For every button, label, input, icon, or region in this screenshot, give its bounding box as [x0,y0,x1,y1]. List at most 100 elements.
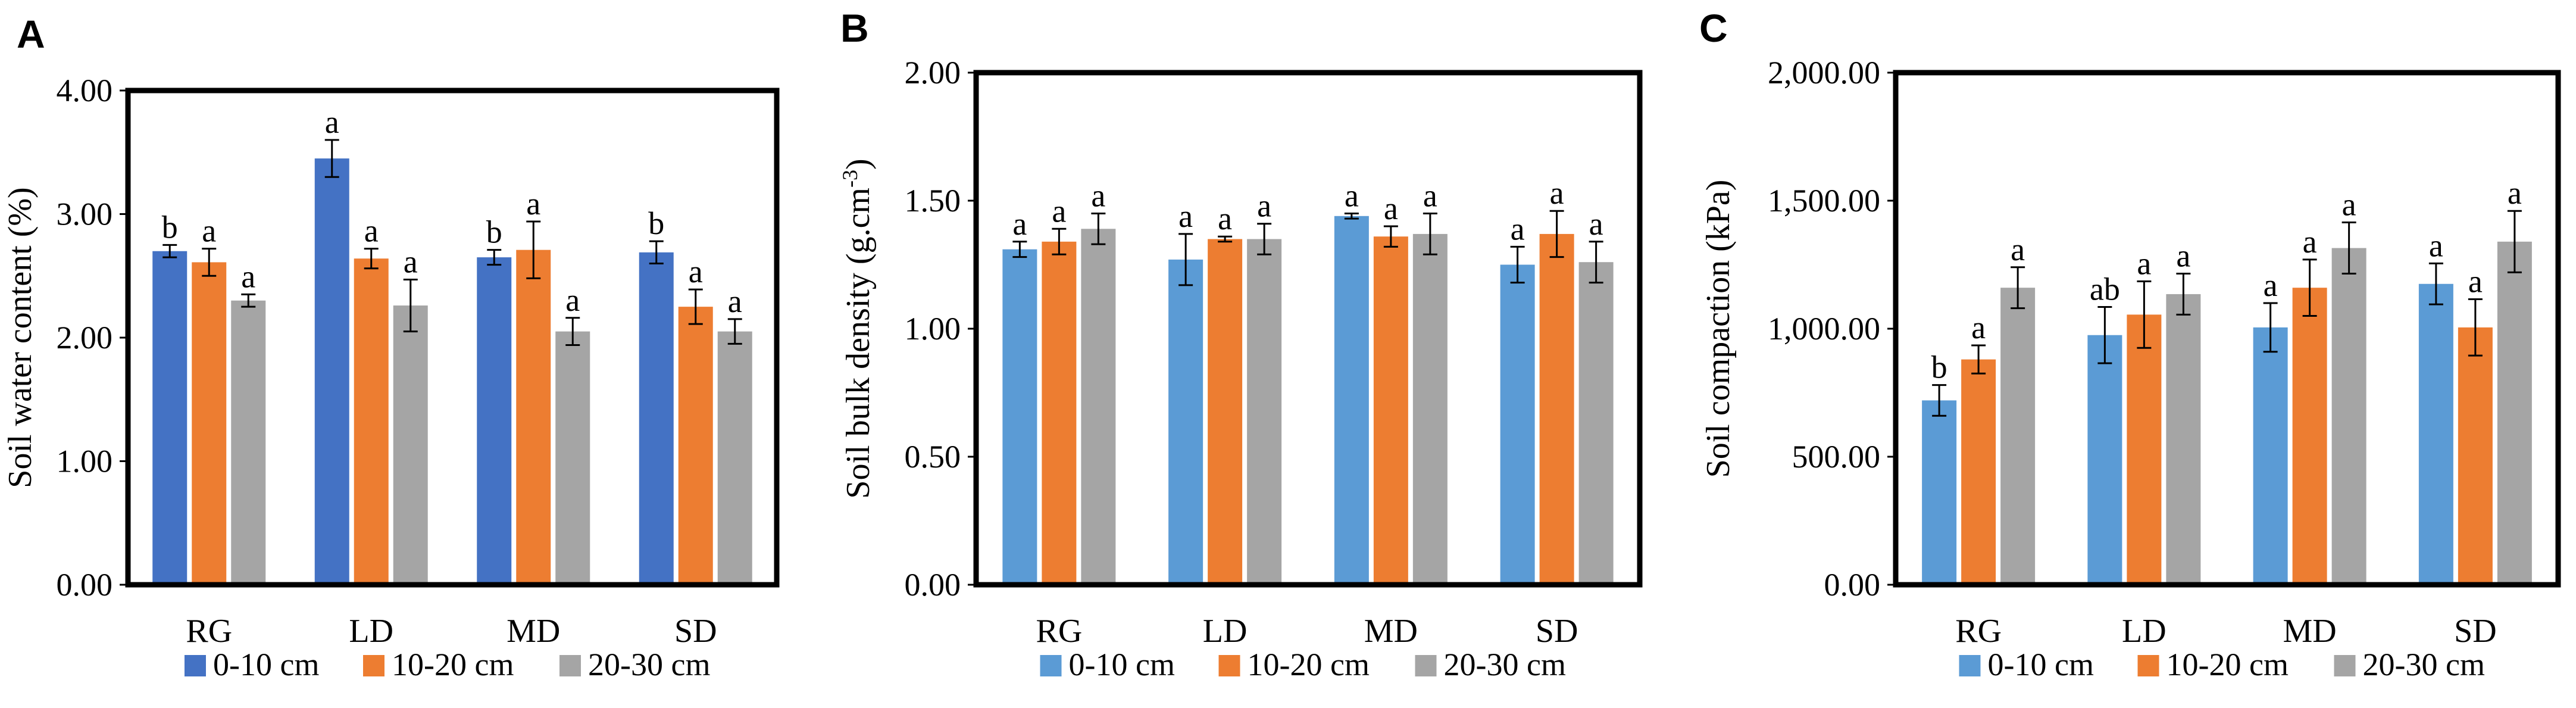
significance-letter: a [241,258,255,294]
plot-frame [973,70,1643,588]
significance-letter: a [202,213,216,249]
significance-letter: a [1511,211,1525,247]
legend-swatch [1040,655,1062,676]
legend-label: 10-20 cm [2167,647,2289,682]
significance-letter: a [1550,175,1564,211]
y-tick-label: 0.00 [57,567,113,603]
significance-letter: a [728,283,742,319]
significance-letter: a [1971,310,1986,345]
y-axis-title: Soil compaction (kPa) [1700,180,1737,478]
y-tick-label: 1.00 [905,311,961,347]
legend-label: 0-10 cm [1069,647,1175,682]
x-tick-label: SD [1536,613,1578,650]
legend: 0-10 cm 10-20 cm 20-30 cm [1959,647,2485,682]
bar [2253,327,2288,585]
x-tick-label: RG [186,613,232,650]
legend-swatch [185,655,206,676]
legend-swatch [1218,655,1240,676]
bar [231,300,266,585]
y-tick-label: 500.00 [1792,439,1881,475]
y-tick-label: 0.00 [1824,567,1881,603]
y-tick-label: 0.00 [905,567,961,603]
significance-letter: a [1384,191,1398,226]
significance-letter: a [1589,206,1603,242]
bar [1208,239,1243,585]
legend-swatch [1959,655,1981,676]
bar [1168,259,1203,585]
y-axis-title: Soil bulk density (g.cm-3) [838,158,877,498]
x-tick-label: LD [2122,613,2167,650]
bar [2418,283,2453,585]
legend-swatch [2137,655,2159,676]
legend-swatch [559,655,581,676]
significance-letter: a [565,282,580,318]
bar [1373,236,1408,585]
bar [2331,248,2366,585]
bar [2087,335,2122,585]
bar [2000,288,2036,585]
significance-letter: a [2429,227,2443,263]
bar [1539,233,1574,585]
legend-label: 20-30 cm [588,647,710,682]
bar [314,158,349,585]
x-tick-label: MD [1364,613,1418,650]
legend-item: 10-20 cm [363,647,514,682]
bar [1961,359,1996,585]
significance-letter: a [2264,267,2278,303]
bar [1247,239,1282,585]
chart-panel-c: C 0.00 500.00 1,000.00 1,500.00 2,000.00 Soil … [1699,6,2561,682]
significance-letter: a [2303,224,2317,260]
significance-letter: a [2342,187,2356,223]
bar [152,251,187,585]
significance-letter: a [2011,232,2025,267]
bar [639,252,674,585]
panel-label: A [17,12,45,56]
y-tick-label: 1.50 [905,183,961,219]
y-axis-title: Soil water content (%) [2,187,39,488]
y-tick-label: 1.00 [57,444,113,479]
significance-letter: a [404,244,418,279]
legend-label: 10-20 cm [392,647,514,682]
x-tick-label: LD [349,613,393,650]
bar [678,307,713,585]
legend-swatch [363,655,384,676]
legend-item: 0-10 cm [185,647,319,682]
significance-letter: a [1178,198,1193,234]
y-tick-label: 2,000.00 [1768,55,1880,91]
y-tick-label: 3.00 [57,197,113,232]
x-tick-label: RG [1955,613,2002,650]
significance-letter: a [1345,178,1359,214]
bar [1042,241,1077,585]
bar [1334,216,1369,585]
chart-panel-b: B 0.00 0.50 1.00 1.50 2.00 Soil bulk density (… [838,6,1643,682]
significance-letter: b [1931,350,1947,385]
significance-letter: a [1257,188,1271,224]
significance-letter: b [162,209,178,245]
bar [1081,229,1116,585]
y-tick-label: 1,500.00 [1768,183,1880,219]
legend-label: 20-30 cm [2363,647,2485,682]
x-tick-label: LD [1203,613,1248,650]
significance-letter: a [364,213,379,249]
panel-label: C [1699,6,1728,50]
bar [1500,264,1535,585]
plot-frame [125,88,780,588]
legend: 0-10 cm 10-20 cm 20-30 cm [185,647,710,682]
legend-label: 10-20 cm [1248,647,1370,682]
bar [393,305,428,585]
bar [192,262,227,585]
significance-letter: a [2176,238,2190,274]
bar [2166,294,2201,585]
y-tick-label: 4.00 [57,73,113,108]
significance-letter: ab [2090,271,2120,307]
bar [516,249,551,585]
bar [2458,327,2493,585]
bar [354,258,389,585]
bar [1578,262,1614,585]
significance-letter: a [1218,201,1232,236]
bar [1002,249,1037,585]
x-tick-label: RG [1036,613,1082,650]
x-tick-label: MD [507,613,560,650]
significance-letter: a [1091,178,1105,214]
